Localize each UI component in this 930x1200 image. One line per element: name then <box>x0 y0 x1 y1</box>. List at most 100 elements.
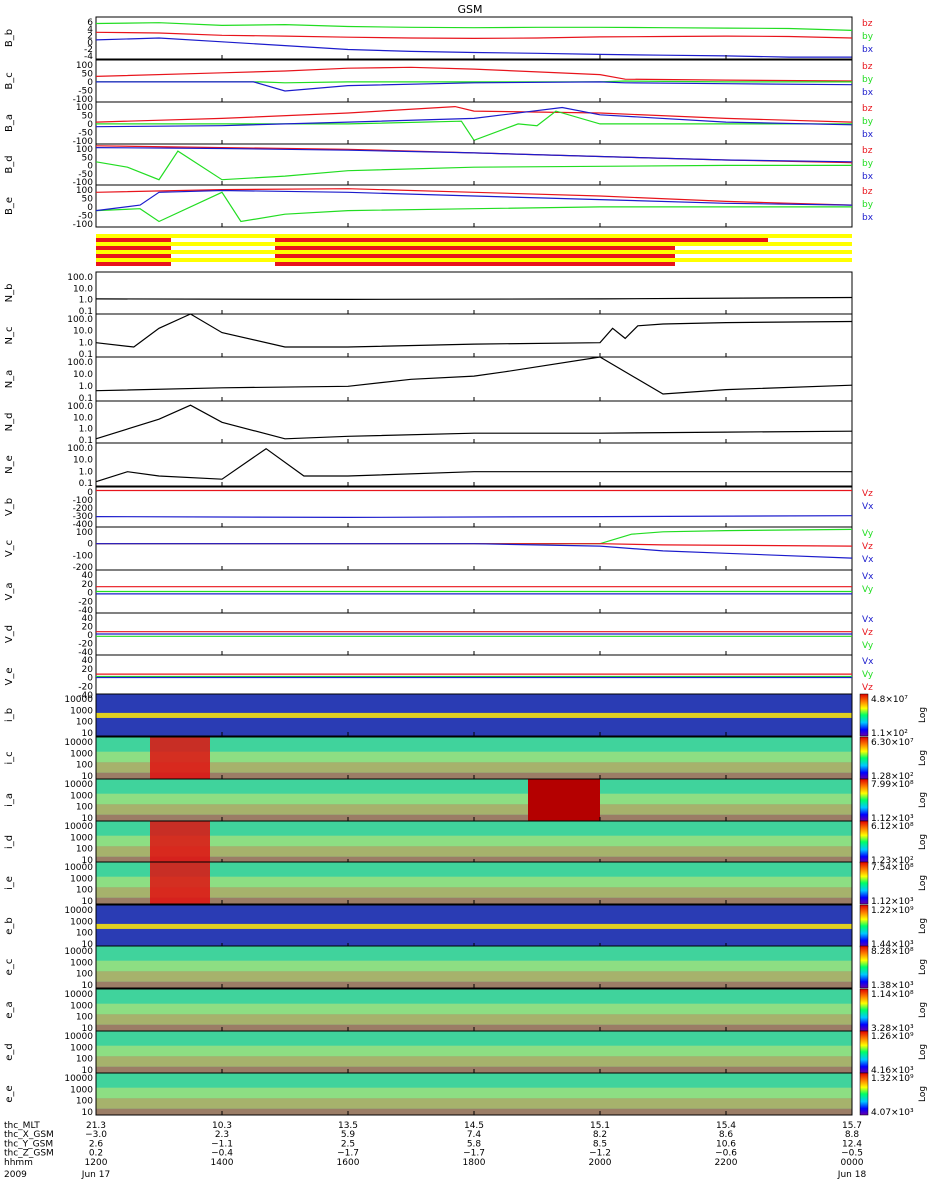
footer-value: −3.0 <box>85 1130 107 1140</box>
colorbar-min-label: 1.12×10³ <box>871 814 914 824</box>
y-tick-label: -20 <box>78 640 93 650</box>
flag-segment <box>96 246 171 250</box>
colorbar-unit-label: Log <box>918 875 928 891</box>
footer-value: 1400 <box>211 1158 234 1168</box>
y-tick-label: 10 <box>82 814 94 824</box>
footer-value: −1.7 <box>337 1149 359 1159</box>
spectrogram-band <box>96 971 852 982</box>
legend-entry: bx <box>862 172 874 182</box>
flag-bar <box>96 250 852 254</box>
colorbar-min-label: 1.23×10² <box>871 856 914 866</box>
series-line-by <box>95 150 852 181</box>
panel-N-b: N_b 100.010.0 1.00.1 <box>4 271 853 317</box>
y-tick-label: 10000 <box>64 1032 93 1042</box>
footer-value: 5.9 <box>341 1130 356 1140</box>
y-tick-label: 1000 <box>70 749 93 759</box>
spectrogram-band <box>150 862 210 904</box>
series-line-density <box>95 296 853 301</box>
y-tick-label: 100 <box>76 803 93 813</box>
y-tick-label: 100 <box>76 103 93 113</box>
y-tick-label: 10000 <box>64 863 93 873</box>
panel-V-c: Vy Vz Vx V_c 100 0-100 -200 <box>4 526 874 573</box>
colorbar-unit-label: Log <box>918 1044 928 1060</box>
footer-value: −1.2 <box>589 1149 611 1159</box>
series-line-Vx <box>96 543 853 559</box>
series-line-density <box>95 356 853 395</box>
panel-frame <box>95 356 853 402</box>
spectrogram-band <box>96 1098 852 1109</box>
series-line-bx <box>96 81 853 92</box>
y-tick-label: 0 <box>87 38 93 48</box>
y-tick-label: 1000 <box>70 958 93 968</box>
y-tick-label: 100 <box>76 845 93 855</box>
spectrogram-band <box>96 1031 852 1046</box>
spectrogram-band <box>96 751 852 763</box>
spectrogram-band <box>96 804 852 815</box>
footer-date-start: Jun 17 <box>81 1170 110 1180</box>
y-axis-label: i_c <box>4 751 15 764</box>
y-tick-label: 100 <box>76 970 93 980</box>
y-tick-label: -50 <box>78 87 93 97</box>
series-line-density <box>95 404 853 440</box>
flag-segment <box>275 262 385 266</box>
y-tick-label: -20 <box>78 597 93 607</box>
footer-value: 15.1 <box>590 1121 610 1131</box>
y-tick-label: 1000 <box>70 833 93 843</box>
legend-entry: Vx <box>862 657 874 667</box>
colorbar-max-label: 6.12×10⁸ <box>871 822 914 832</box>
y-axis-label: V_e <box>4 668 15 686</box>
legend-entry: Vy <box>862 641 874 651</box>
footer-value: 15.4 <box>716 1121 736 1131</box>
spectrogram-band <box>96 989 852 1004</box>
y-tick-label: -100 <box>73 496 94 506</box>
legend-entry: bx <box>862 88 874 98</box>
legend-entry: Vz <box>862 628 873 638</box>
panel-N-a: N_a 100.0 10.0 1.0 0.1 <box>4 356 853 404</box>
y-axis-label: e_a <box>4 1001 15 1018</box>
y-tick-label: 1000 <box>70 874 93 884</box>
y-axis-label: N_b <box>4 284 15 303</box>
y-tick-label: 1.0 <box>79 296 94 306</box>
y-tick-label: 100.0 <box>67 315 93 325</box>
spectrogram-band <box>96 1045 852 1057</box>
colorbar <box>859 820 869 864</box>
y-tick-label: -40 <box>78 691 93 701</box>
spectrogram-band <box>96 946 852 961</box>
y-tick-label: 0 <box>87 674 93 684</box>
flag-segment <box>370 246 675 250</box>
y-tick-label: 10.0 <box>73 456 93 466</box>
footer-value: 2.3 <box>215 1130 229 1140</box>
spectrogram-band <box>96 960 852 972</box>
y-tick-label: -100 <box>73 551 94 561</box>
y-tick-label: 0.1 <box>79 350 93 360</box>
footer-value: −0.6 <box>715 1149 737 1159</box>
y-tick-label: 20 <box>82 580 94 590</box>
y-tick-label: 0 <box>87 631 93 641</box>
flag-bar <box>96 258 852 262</box>
colorbar-unit-label: Log <box>918 959 928 975</box>
y-tick-label: 1.0 <box>79 338 94 348</box>
panel-frame <box>95 400 853 444</box>
legend-entry: Vx <box>862 572 874 582</box>
y-tick-label: 100 <box>76 761 93 771</box>
y-tick-label: 1000 <box>70 791 93 801</box>
colorbar <box>859 904 869 948</box>
y-tick-label: 1000 <box>70 917 93 927</box>
legend-entry: bz <box>862 104 873 114</box>
spectrogram-band <box>96 923 852 929</box>
y-tick-label: 100 <box>76 1013 93 1023</box>
y-tick-label: -20 <box>78 682 93 692</box>
flag-segment <box>275 246 385 250</box>
flag-segment <box>370 238 768 242</box>
y-tick-label: 0 <box>87 540 93 550</box>
footer-value: −0.5 <box>841 1149 863 1159</box>
series-line-bx <box>95 147 853 163</box>
spectrogram-band <box>96 1056 852 1067</box>
flag-segment <box>275 254 385 258</box>
series-line-density <box>95 313 853 348</box>
y-tick-label: 0.1 <box>79 307 93 317</box>
spectrogram-band <box>96 1003 852 1015</box>
